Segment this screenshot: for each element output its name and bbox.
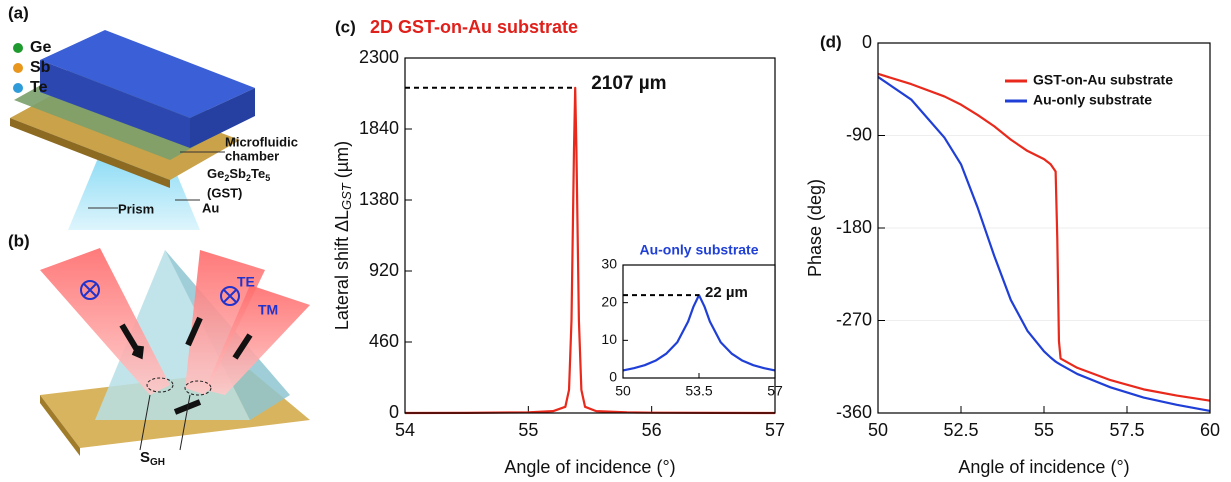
- beam: [40, 248, 170, 395]
- y-tick-label: 0: [389, 402, 399, 422]
- legend-dot: [13, 43, 23, 53]
- inset-background: [623, 265, 775, 378]
- polarization: [80, 280, 100, 300]
- x-tick-label: 53.5: [685, 383, 712, 399]
- mode-label: TM: [258, 302, 278, 318]
- gold-plate-edge: [40, 395, 80, 456]
- mode-label: TE: [237, 274, 255, 290]
- arrow: [232, 333, 253, 360]
- chart-title: 2D GST-on-Au substrate: [370, 17, 578, 37]
- spot: [184, 380, 212, 396]
- polarization: [83, 283, 97, 297]
- axes-frame: [877, 42, 1211, 414]
- y-axis-label: Phase (deg): [805, 179, 825, 277]
- spot: [146, 377, 174, 393]
- annotation: 2107 µm: [591, 73, 666, 94]
- callout: Au: [202, 200, 219, 215]
- legend-dot: [13, 63, 23, 73]
- line-series: [877, 72, 1211, 402]
- callout: Ge2Sb2Te5: [207, 166, 270, 183]
- x-tick-label: 52.5: [943, 420, 978, 440]
- callout: Microfluidic: [225, 134, 298, 149]
- y-axis-label-text: Lateral shift ΔL: [332, 210, 352, 330]
- element-label: Sb: [30, 59, 51, 76]
- axes-frame: [622, 264, 776, 379]
- x-tick-label: 55: [1034, 420, 1054, 440]
- chamber-side: [40, 60, 190, 148]
- annotation: 22 µm: [705, 284, 748, 301]
- y-tick-label: 2300: [359, 47, 399, 67]
- y-tick-label: -360: [836, 402, 872, 422]
- panel-label: (b): [8, 231, 30, 250]
- panel-a: (a) Ge Sb Te Microfluidic chamber Ge2Sb2…: [8, 3, 298, 230]
- chamber-top: [40, 30, 255, 118]
- x-tick-label: 50: [615, 383, 631, 399]
- polarization: [220, 286, 240, 306]
- element-label: Te: [30, 79, 48, 96]
- legend-label: Au-only substrate: [1033, 92, 1152, 108]
- y-tick-label: -270: [836, 309, 872, 329]
- x-tick-label: 57: [765, 420, 785, 440]
- panel-label: (a): [8, 3, 29, 22]
- polarization: [223, 289, 237, 303]
- y-tick-label: 20: [601, 293, 617, 309]
- beam: [185, 250, 265, 395]
- y-tick-label: 0: [862, 32, 872, 52]
- y-tick-label: -180: [836, 217, 872, 237]
- callout: chamber: [225, 148, 279, 163]
- shift-label: SGH: [140, 449, 165, 468]
- element-label: Ge: [30, 39, 51, 56]
- x-tick-label: 56: [642, 420, 662, 440]
- y-axis-label-unit: (µm): [332, 141, 352, 178]
- x-tick-label: 54: [395, 420, 415, 440]
- line-series: [877, 76, 1211, 413]
- y-tick-label: 1380: [359, 189, 399, 209]
- callout: Prism: [118, 201, 154, 216]
- y-tick-label: 920: [369, 260, 399, 280]
- legend-dot: [13, 83, 23, 93]
- y-tick-label: 460: [369, 331, 399, 351]
- y-axis-label-sub: GST: [339, 182, 354, 210]
- callout: (GST): [207, 185, 242, 200]
- arrow: [119, 323, 144, 360]
- chart-title: Au-only substrate: [639, 242, 758, 258]
- arrow: [185, 316, 203, 347]
- y-tick-label: -90: [846, 124, 872, 144]
- beam: [205, 285, 310, 395]
- callout-line: [139, 394, 151, 451]
- legend-label: GST-on-Au substrate: [1033, 72, 1173, 88]
- x-tick-label: 57.5: [1109, 420, 1144, 440]
- panel-label: (c): [335, 17, 356, 36]
- y-tick-label: 0: [609, 369, 617, 385]
- gold-edge: [10, 118, 170, 188]
- panel-label: (d): [820, 32, 842, 51]
- x-tick-label: 50: [868, 420, 888, 440]
- y-tick-label: 30: [601, 256, 617, 272]
- chamber-end: [190, 88, 255, 148]
- x-axis-label: Angle of incidence (°): [504, 457, 675, 477]
- panel-b: (b) TE TM SGH: [8, 231, 310, 468]
- x-tick-label: 57: [767, 383, 783, 399]
- x-tick-label: 60: [1200, 420, 1220, 440]
- y-tick-label: 1840: [359, 118, 399, 138]
- x-axis-label: Angle of incidence (°): [958, 457, 1129, 477]
- axes-frame: [404, 57, 776, 414]
- callout-line: [179, 394, 191, 451]
- y-axis-label: Lateral shift ΔLGST (µm): [332, 141, 355, 330]
- y-tick-label: 10: [601, 331, 617, 347]
- x-tick-label: 55: [518, 420, 538, 440]
